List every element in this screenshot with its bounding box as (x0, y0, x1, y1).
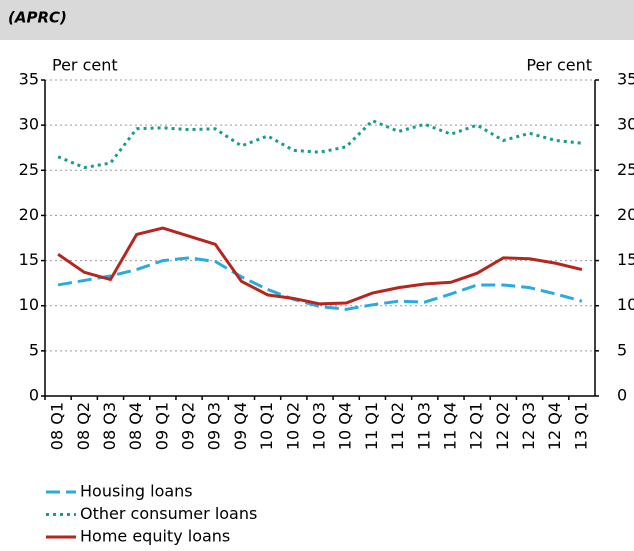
x-tick-label: 08 Q4 (126, 402, 145, 450)
y2-tick-label: 15 (617, 250, 634, 269)
legend-label: Home equity loans (80, 527, 230, 546)
x-tick-label: 11 Q4 (440, 402, 459, 450)
header-band (0, 0, 634, 40)
x-tick-label: 10 Q2 (283, 402, 302, 450)
series-line (57, 118, 583, 170)
y-tick-label: 0 (29, 386, 39, 405)
x-tick-label: 08 Q3 (100, 402, 119, 450)
legend-label: Other consumer loans (80, 504, 257, 523)
y-axis-label: Per cent (52, 56, 118, 75)
series-line (57, 256, 583, 311)
y2-tick-label: 0 (617, 386, 627, 405)
y-tick-label: 35 (19, 70, 39, 89)
y-tick-label: 5 (29, 340, 39, 359)
y2-tick-label: 35 (617, 70, 634, 89)
x-tick-label: 10 Q4 (336, 402, 355, 450)
x-tick-label: 12 Q2 (493, 402, 512, 450)
y-tick-label: 20 (19, 205, 39, 224)
y2-tick-label: 25 (617, 160, 634, 179)
chart-subtitle: (APRC) (8, 9, 67, 27)
y-tick-label: 30 (19, 115, 39, 134)
y-tick-label: 10 (19, 295, 39, 314)
x-tick-label: 11 Q3 (414, 402, 433, 450)
y2-tick-label: 20 (617, 205, 634, 224)
x-tick-label: 12 Q1 (467, 402, 486, 450)
x-tick-label: 09 Q1 (152, 402, 171, 450)
x-tick-label: 12 Q4 (545, 402, 564, 450)
x-tick-label: 13 Q1 (571, 402, 590, 450)
series-line (57, 226, 583, 306)
x-tick-label: 11 Q1 (362, 402, 381, 450)
y2-tick-label: 5 (617, 340, 627, 359)
y-tick-label: 15 (19, 250, 39, 269)
x-tick-label: 11 Q2 (388, 402, 407, 450)
y2-axis-label: Per cent (526, 56, 592, 75)
y-tick-label: 25 (19, 160, 39, 179)
x-tick-label: 09 Q2 (179, 402, 198, 450)
x-tick-label: 09 Q4 (231, 402, 250, 450)
x-tick-label: 09 Q3 (205, 402, 224, 450)
legend-label: Housing loans (80, 482, 193, 501)
x-tick-label: 08 Q1 (48, 402, 67, 450)
y2-tick-label: 30 (617, 115, 634, 134)
x-tick-label: 10 Q3 (310, 402, 329, 450)
y2-tick-label: 10 (617, 295, 634, 314)
x-tick-label: 08 Q2 (74, 402, 93, 450)
x-tick-label: 10 Q1 (257, 402, 276, 450)
x-tick-label: 12 Q3 (519, 402, 538, 450)
